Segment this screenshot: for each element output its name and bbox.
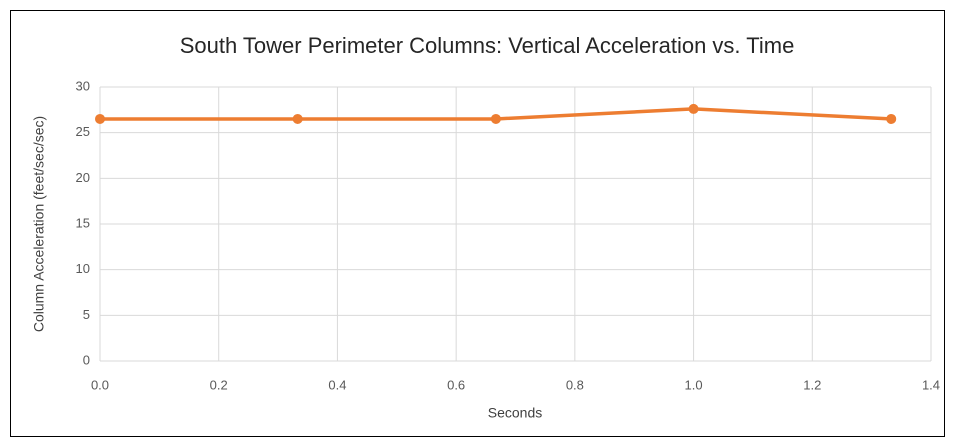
x-axis-title: Seconds: [488, 405, 542, 421]
y-tick-label: 10: [76, 261, 90, 276]
chart-title: South Tower Perimeter Columns: Vertical …: [180, 33, 795, 58]
x-tick-label: 0.2: [210, 377, 228, 392]
y-tick-label: 20: [76, 170, 90, 185]
x-tick-label: 0.0: [91, 377, 109, 392]
data-point: [292, 113, 303, 124]
data-point: [490, 113, 501, 124]
y-tick-label: 25: [76, 124, 90, 139]
data-point: [95, 113, 105, 124]
x-tick-label: 1.4: [922, 377, 940, 392]
y-tick-label: 30: [76, 78, 90, 93]
x-tick-label: 0.6: [447, 377, 465, 392]
x-tick-label: 1.2: [803, 377, 821, 392]
y-tick-label: 15: [76, 215, 90, 230]
y-tick-label: 0: [83, 352, 90, 367]
x-tick-label: 0.4: [328, 377, 346, 392]
data-point: [886, 113, 897, 124]
data-point: [688, 103, 699, 114]
y-axis-title: Column Acceleration (feet/sec/sec): [31, 116, 47, 332]
y-tick-label: 5: [83, 307, 90, 322]
x-tick-label: 1.0: [685, 377, 703, 392]
x-tick-label: 0.8: [566, 377, 584, 392]
